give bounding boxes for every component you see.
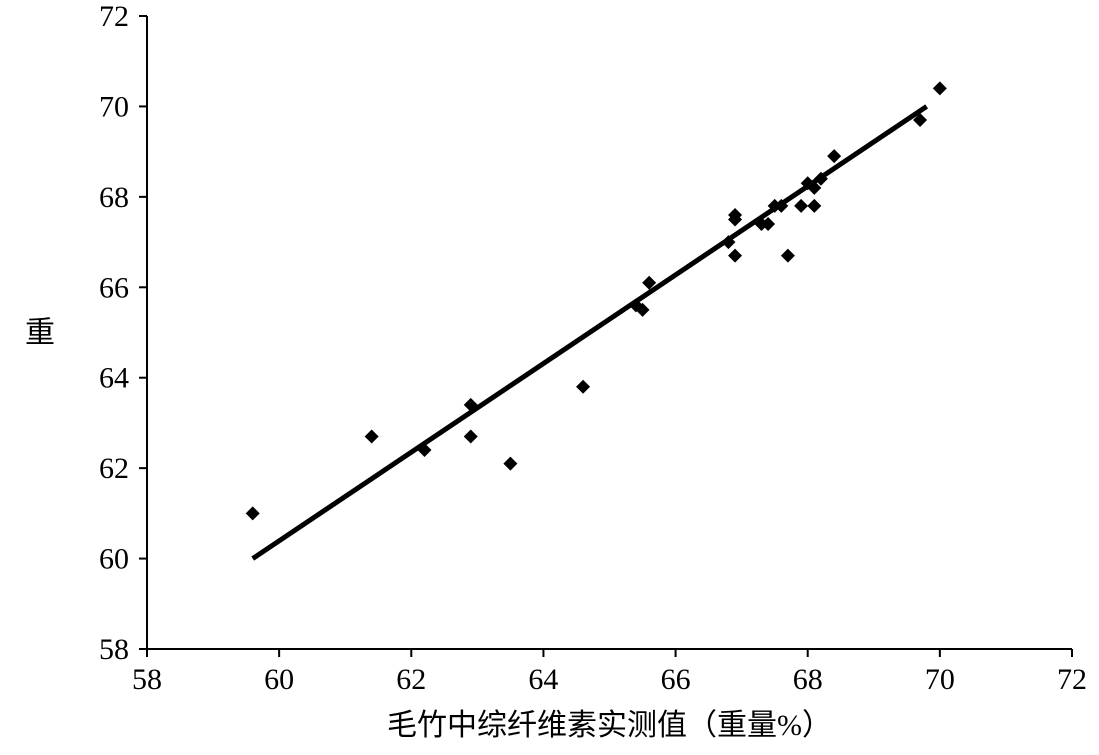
y-tick-label: 60 xyxy=(99,543,129,576)
data-point xyxy=(781,249,795,263)
chart-svg: 58 60 62 64 66 68 70 72 58 60 62 64 66 68 70 72 毛竹中综纤维素实… xyxy=(0,0,1099,755)
x-tick-label: 62 xyxy=(396,663,426,696)
y-tick-label: 70 xyxy=(99,90,129,123)
regression-line xyxy=(253,106,927,558)
data-point xyxy=(728,249,742,263)
x-tick-label: 60 xyxy=(264,663,294,696)
data-point xyxy=(807,199,821,213)
x-tick-label: 66 xyxy=(661,663,691,696)
scatter-chart: 58 60 62 64 66 68 70 72 58 60 62 64 66 68 70 72 毛竹中综纤维素实… xyxy=(0,0,1099,755)
x-tick-label: 58 xyxy=(132,663,162,696)
y-tick-label: 68 xyxy=(99,181,129,214)
y-axis-title: 重 xyxy=(25,317,55,350)
data-point xyxy=(365,429,379,443)
data-point xyxy=(794,199,808,213)
data-point xyxy=(246,506,260,520)
y-tick-label: 66 xyxy=(99,271,129,304)
x-tick-label: 70 xyxy=(925,663,955,696)
y-tick-label: 62 xyxy=(99,452,129,485)
data-point xyxy=(827,149,841,163)
y-tick-label: 64 xyxy=(99,362,129,395)
x-axis-title: 毛竹中综纤维素实测值（重量%） xyxy=(387,709,832,742)
x-tick-label: 68 xyxy=(793,663,823,696)
x-tick-label: 72 xyxy=(1057,663,1087,696)
y-tick-label: 58 xyxy=(99,633,129,666)
x-tick-label: 64 xyxy=(528,663,558,696)
data-point xyxy=(576,380,590,394)
data-point xyxy=(464,429,478,443)
data-point xyxy=(503,457,517,471)
data-point xyxy=(933,81,947,95)
y-tick-label: 72 xyxy=(99,0,129,33)
